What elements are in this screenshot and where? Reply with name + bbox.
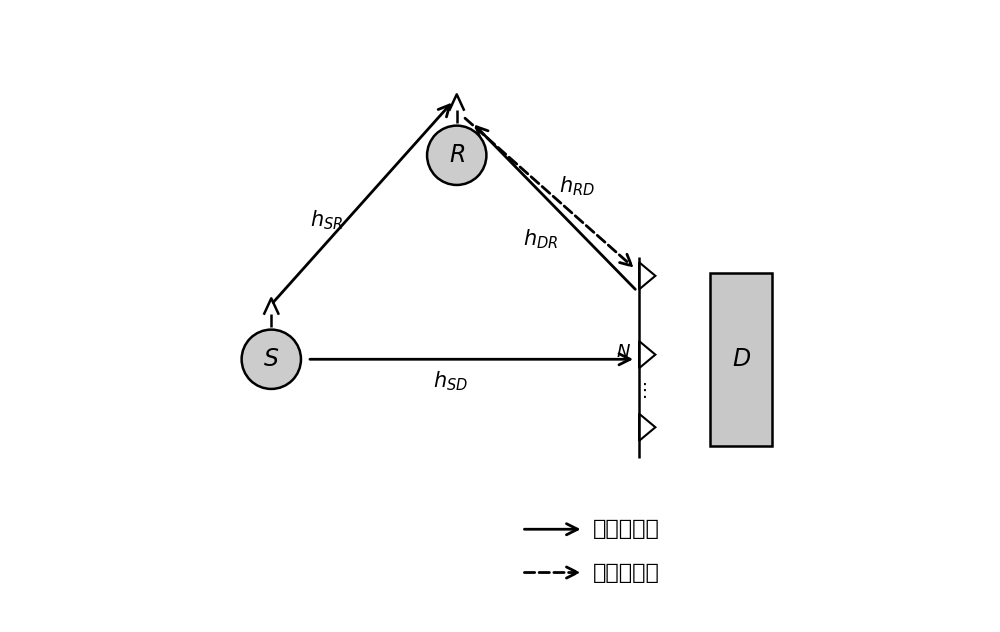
- Text: $h_{DR}$: $h_{DR}$: [523, 227, 558, 250]
- Text: 表示第一跳: 表示第一跳: [593, 520, 660, 539]
- Text: 表示第二跳: 表示第二跳: [593, 562, 660, 583]
- Circle shape: [427, 126, 486, 185]
- Text: $S$: $S$: [263, 347, 279, 371]
- Bar: [710, 273, 772, 446]
- Text: $R$: $R$: [449, 143, 465, 167]
- Text: ⋮: ⋮: [636, 382, 654, 400]
- Text: $h_{RD}$: $h_{RD}$: [559, 174, 595, 198]
- Text: $h_{SR}$: $h_{SR}$: [310, 209, 344, 232]
- Text: $D$: $D$: [732, 347, 751, 371]
- Circle shape: [242, 330, 301, 389]
- Text: $h_{SD}$: $h_{SD}$: [433, 369, 468, 392]
- Text: $N$: $N$: [616, 343, 631, 360]
